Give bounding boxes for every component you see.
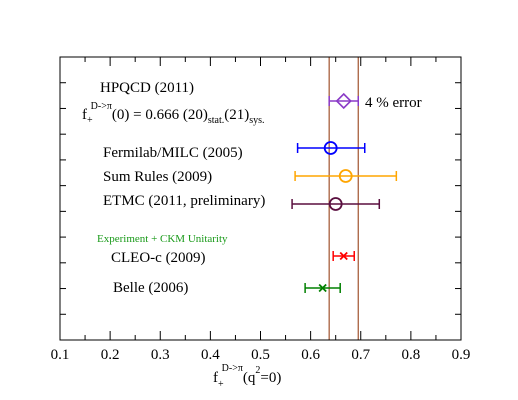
data-point-circle: [328, 197, 343, 211]
xlabel-tail-b: =0): [260, 370, 281, 386]
data-point-x: [339, 251, 348, 261]
formula-mid2: (21): [224, 107, 249, 123]
data-point-circle: [323, 141, 338, 155]
xlabel-sub: +: [218, 379, 224, 390]
data-point-x: [318, 283, 327, 293]
x-tick-label: 0.3: [151, 347, 170, 363]
x-tick-label: 0.7: [351, 347, 370, 363]
formula-sub-sys: sys.: [249, 115, 264, 126]
headline-formula: f+ D->π(0) = 0.666 (20)stat.(21)sys.: [82, 101, 265, 126]
xlabel-sup: D->π: [222, 363, 243, 374]
xlabel-tail-a: (q: [243, 370, 256, 386]
formula-sub-plus: +: [87, 115, 93, 126]
x-tick-label: 0.2: [101, 347, 120, 363]
x-tick-label: 0.6: [301, 347, 320, 363]
data-point-diamond: [335, 92, 352, 110]
label-belle: Belle (2006): [113, 280, 188, 296]
data-point-circle: [338, 169, 353, 183]
x-tick-label: 0.8: [402, 347, 421, 363]
error-annotation: 4 % error: [365, 95, 422, 111]
formula-sup: D->π: [91, 101, 112, 112]
formula-mid: (0) = 0.666 (20): [112, 107, 208, 123]
label-sum-rules: Sum Rules (2009): [103, 169, 212, 185]
x-axis-label: f+ D->π(q2=0): [213, 363, 281, 390]
y-axis-ticks: [60, 56, 461, 341]
label-fermilab-milc: Fermilab/MILC (2005): [103, 145, 243, 161]
label-cleo-c: CLEO-c (2009): [111, 250, 206, 266]
x-tick-label: 0.4: [201, 347, 220, 363]
xlabel-f: f: [213, 370, 218, 386]
xlabel-tail-sup: 2: [255, 365, 260, 376]
x-tick-label: 0.1: [51, 347, 70, 363]
label-etmc: ETMC (2011, preliminary): [103, 193, 265, 209]
x-axis-ticks: 0.1 0.2 0.3 0.4 0.5 0.6 0.7 0.8 0.9: [51, 57, 471, 363]
data-marks: [291, 92, 398, 293]
x-tick-label: 0.9: [452, 347, 471, 363]
x-tick-label: 0.5: [251, 347, 270, 363]
headline-label: HPQCD (2011): [100, 80, 194, 96]
formula-sub-stat: stat.: [208, 115, 224, 126]
section-label-experiment: Experiment + CKM Unitarity: [97, 233, 228, 245]
formula-f: f: [82, 107, 87, 123]
